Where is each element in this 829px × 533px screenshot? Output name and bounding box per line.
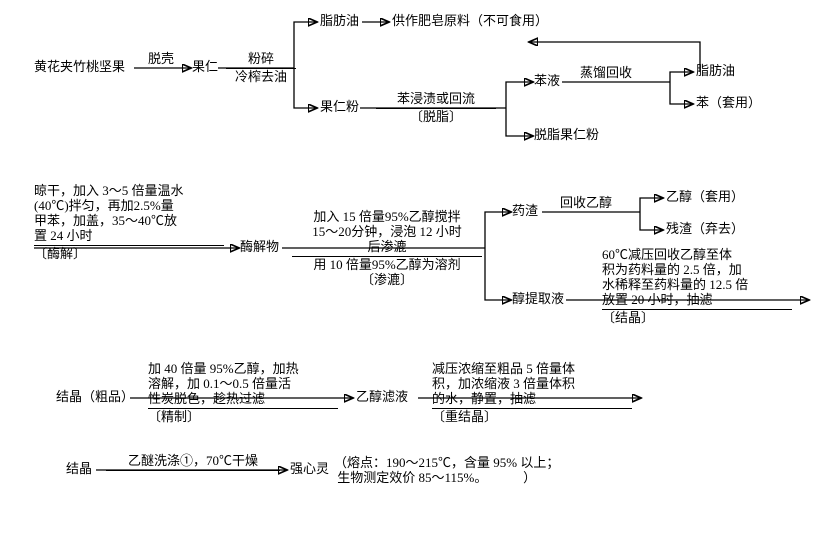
edge-recrystal-top: 减压浓缩至粗品 5 倍量体 积，加浓缩液 3 倍量体积 的水，静置，抽滤 xyxy=(432,362,632,407)
node-soapuse: 供作肥皂原料（不可食用） xyxy=(392,14,548,29)
edge-washdry: 乙醚洗涤①，70℃干燥 xyxy=(106,454,280,487)
edge-recrystal: 减压浓缩至粗品 5 倍量体 积，加浓缩液 3 倍量体积 的水，静置，抽滤 〔重结… xyxy=(432,362,632,425)
node-enzymed: 酶解物 xyxy=(240,240,279,255)
edge-benz-bot: 〔脱脂〕 xyxy=(376,110,496,125)
node-benzene-reuse: 苯（套用） xyxy=(696,96,761,111)
node-crystal-crude: 结晶（粗品） xyxy=(56,390,134,405)
edge-ethsoak-bot: 用 10 倍量95%乙醇为溶剂 〔渗漉〕 xyxy=(292,258,482,288)
edge-crush: 粉碎 冷榨去油 xyxy=(226,52,296,85)
edge-recover-eth: 回收乙醇 xyxy=(560,196,612,211)
edge-crush-top: 粉碎 xyxy=(226,52,296,67)
edge-benz-top: 苯浸渍或回流 xyxy=(376,92,496,107)
node-kernelpowder: 果仁粉 xyxy=(320,100,359,115)
edge-distill: 蒸馏回收 xyxy=(580,66,632,81)
edge-refine-bot: 〔精制〕 xyxy=(148,410,338,425)
edge-benz: 苯浸渍或回流 〔脱脂〕 xyxy=(376,92,496,125)
node-fatoil1: 脂肪油 xyxy=(320,14,359,29)
node-eth-filtrate: 乙醇滤液 xyxy=(356,390,408,405)
node-final-note: （熔点：190～215℃，含量 95% 以上； 生物测定效价 85～115%。 … xyxy=(334,456,559,486)
edge-ethsoak: 加入 15 倍量95%乙醇搅拌 15～20分钟，浸泡 12 小时 后渗漉 用 1… xyxy=(292,210,482,288)
edge-dehull-label: 脱壳 xyxy=(148,52,174,67)
node-kernel: 果仁 xyxy=(192,60,218,75)
node-extract: 醇提取液 xyxy=(512,292,564,307)
node-final: 强心灵 xyxy=(290,462,329,477)
edge-recrystal-bot: 〔重结晶〕 xyxy=(432,410,632,425)
node-ethanol-reuse: 乙醇（套用） xyxy=(666,190,744,205)
node-benzenesol: 苯液 xyxy=(534,74,560,89)
node-fatoil2: 脂肪油 xyxy=(696,64,735,79)
edge-ethsoak-top: 加入 15 倍量95%乙醇搅拌 15～20分钟，浸泡 12 小时 后渗漉 xyxy=(292,210,482,255)
edge-enzyme-top: 晾干，加入 3～5 倍量温水 (40℃)拌匀，再加2.5%量 甲苯，加盖，35～… xyxy=(34,184,224,244)
edge-enzyme-bot: 〔酶解〕 xyxy=(34,247,224,262)
edge-refine: 加 40 倍量 95%乙醇，加热 溶解，加 0.1～0.5 倍量活 性炭脱色，趁… xyxy=(148,362,338,425)
edge-crystal-top: 60℃减压回收乙醇至体 积为药料量的 2.5 倍，加 水稀释至药料量的 12.5… xyxy=(602,248,792,308)
node-start: 黄花夹竹桃坚果 xyxy=(34,60,125,75)
node-defat-powder: 脱脂果仁粉 xyxy=(534,128,599,143)
edge-crystal-bot: 〔结晶〕 xyxy=(602,311,792,326)
node-residue-discard: 残渣（弃去） xyxy=(666,222,744,237)
edge-crystal: 60℃减压回收乙醇至体 积为药料量的 2.5 倍，加 水稀释至药料量的 12.5… xyxy=(602,248,792,326)
node-crystal: 结晶 xyxy=(66,462,92,477)
edge-washdry-top: 乙醚洗涤①，70℃干燥 xyxy=(106,454,280,469)
edge-crush-bot: 冷榨去油 xyxy=(226,70,296,85)
edge-refine-top: 加 40 倍量 95%乙醇，加热 溶解，加 0.1～0.5 倍量活 性炭脱色，趁… xyxy=(148,362,338,407)
edge-enzyme: 晾干，加入 3～5 倍量温水 (40℃)拌匀，再加2.5%量 甲苯，加盖，35～… xyxy=(34,184,224,262)
node-residue: 药渣 xyxy=(512,204,538,219)
